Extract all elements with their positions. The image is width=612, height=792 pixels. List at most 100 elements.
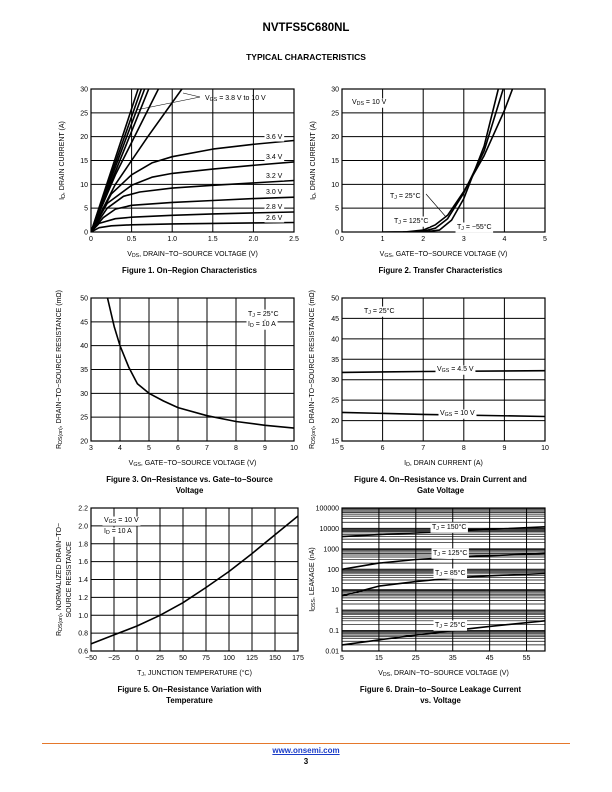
subscript: GS <box>210 97 218 103</box>
y-axis-label: SOURCE RESISTANCE <box>66 541 73 617</box>
annotation-background <box>435 365 476 375</box>
y-axis-label: RDS(on), DRAIN−TO−SOURCE RESISTANCE (mΩ) <box>309 290 317 449</box>
subscript: J <box>141 672 144 678</box>
text-span: V <box>129 460 134 467</box>
y-tick-label: 1.8 <box>78 541 88 548</box>
y-tick-label: 1000 <box>323 546 339 553</box>
annotation-background <box>264 188 285 197</box>
annotation-label: TJ = 85°C <box>435 569 466 578</box>
plot-frame <box>341 507 546 652</box>
text-span: , DRAIN CURRENT (A) <box>59 121 66 194</box>
y-tick-label: 30 <box>331 87 339 94</box>
x-tick-label: 10 <box>290 445 298 452</box>
text-span: = 4.5 V <box>449 366 474 373</box>
text-span: = 125°C <box>440 549 468 557</box>
text-span: = 10 V <box>452 410 475 417</box>
annotation-background <box>264 172 285 181</box>
subscript: J <box>398 220 401 226</box>
x-tick-label: 5 <box>340 445 344 452</box>
y-tick-label: 30 <box>80 87 88 94</box>
figure-caption: vs. Voltage <box>420 696 461 705</box>
annotation-label: VGS = 10 V <box>104 517 139 525</box>
text-span: = 10 A <box>110 528 132 535</box>
annotation-background <box>246 320 278 330</box>
text-span: I <box>404 460 406 467</box>
y-tick-label: 1.4 <box>78 577 88 584</box>
annotation-background <box>264 153 285 162</box>
x-tick-label: 15 <box>375 655 383 662</box>
subscript: GS <box>109 519 117 525</box>
x-tick-label: 0.5 <box>127 236 137 243</box>
y-tick-label: 0.8 <box>78 631 88 638</box>
plot-frame <box>90 507 299 652</box>
series-line <box>91 139 294 232</box>
y-axis-label: ID, DRAIN CURRENT (A) <box>310 121 318 200</box>
series-line <box>342 572 545 597</box>
plot-frame <box>341 88 546 233</box>
annotation-background <box>246 309 281 320</box>
y-tick-label: 20 <box>331 134 339 141</box>
figure-caption: Temperature <box>166 696 213 705</box>
footer-website-link[interactable]: www.onsemi.com <box>272 746 340 755</box>
x-tick-label: 0 <box>135 655 139 662</box>
series-line <box>342 369 545 374</box>
x-tick-label: 2.0 <box>249 236 259 243</box>
y-tick-label: 1.2 <box>78 595 88 602</box>
x-tick-label: 8 <box>462 445 466 452</box>
annotation-label: TJ = 25°C <box>390 192 421 201</box>
text-span: 3.6 V <box>266 134 283 141</box>
series-line <box>342 620 545 646</box>
x-tick-label: 5 <box>147 445 151 452</box>
text-span: = 150°C <box>439 523 467 531</box>
text-span: SOURCE RESISTANCE <box>66 541 73 617</box>
x-tick-label: 9 <box>263 445 267 452</box>
series-line <box>91 221 294 232</box>
annotation-label: TJ = 150°C <box>432 523 466 532</box>
x-tick-label: 2 <box>421 236 425 243</box>
x-tick-label: 2.5 <box>289 236 299 243</box>
subscript: DS <box>132 253 140 259</box>
text-span: V <box>437 366 442 373</box>
text-span: T <box>137 670 142 677</box>
y-tick-label: 0.6 <box>78 649 88 656</box>
annotation-label: TJ = 25°C <box>364 307 395 316</box>
subscript: GS <box>133 462 141 468</box>
leader-line <box>425 193 447 218</box>
subscript: J <box>439 624 442 630</box>
text-span: 2.6 V <box>266 215 283 222</box>
y-tick-label: 10 <box>331 182 339 189</box>
figure-caption: Figure 4. On−Resistance vs. Drain Curren… <box>354 475 527 484</box>
x-tick-label: 1.5 <box>208 236 218 243</box>
text-span: T <box>432 524 437 531</box>
text-span: T <box>435 622 440 629</box>
series-line <box>91 515 298 645</box>
text-span: I <box>59 198 66 200</box>
x-axis-label: VGS, GATE−TO−SOURCE VOLTAGE (V) <box>380 251 508 259</box>
annotation-label: VGS = 10 V <box>440 410 475 418</box>
annotation-label: 3.4 V <box>266 154 283 161</box>
annotation-label: VGS = 3.8 V to 10 V <box>205 95 266 103</box>
x-tick-label: 25 <box>412 655 420 662</box>
series-line <box>91 179 294 232</box>
section-title: TYPICAL CHARACTERISTICS <box>246 52 366 62</box>
text-span: T <box>394 218 399 225</box>
text-span: T <box>435 570 440 577</box>
y-tick-label: 20 <box>80 439 88 446</box>
y-tick-label: 25 <box>80 415 88 422</box>
subscript: J <box>437 552 440 558</box>
text-span: , JUNCTION TEMPERATURE (°C) <box>144 669 252 677</box>
x-tick-label: −25 <box>108 655 120 662</box>
x-tick-label: 7 <box>421 445 425 452</box>
annotation-background <box>102 516 141 526</box>
y-tick-label: 100 <box>327 567 339 574</box>
annotation-background <box>455 222 494 233</box>
x-axis-label: VGS, GATE−TO−SOURCE VOLTAGE (V) <box>129 460 257 468</box>
y-tick-label: 35 <box>80 367 88 374</box>
x-tick-label: 4 <box>502 236 506 243</box>
x-tick-label: 5 <box>340 655 344 662</box>
x-axis-label: VDS, DRAIN−TO−SOURCE VOLTAGE (V) <box>127 251 258 259</box>
y-tick-label: 0 <box>335 230 339 237</box>
x-tick-label: 150 <box>269 655 281 662</box>
subscript: DS <box>357 101 365 107</box>
